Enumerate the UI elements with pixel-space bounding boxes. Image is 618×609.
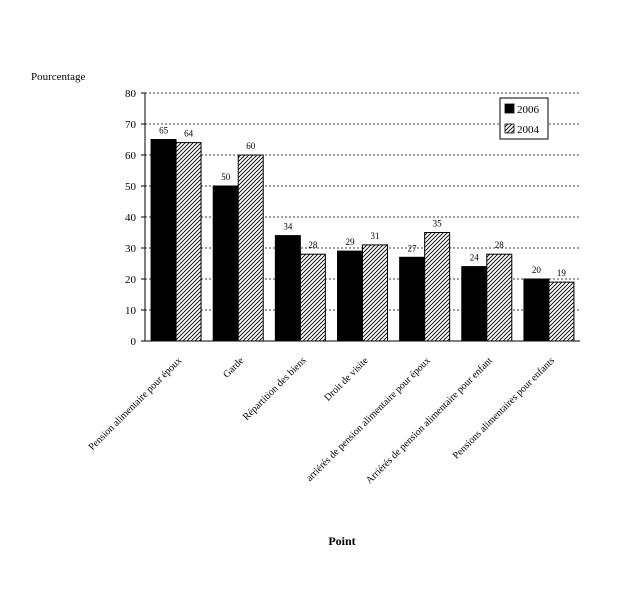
x-axis-label: Point xyxy=(328,534,355,548)
data-label-2004-3: 31 xyxy=(371,231,380,241)
category-label-1: Garde xyxy=(221,355,246,380)
y-axis-label: Pourcentage xyxy=(31,71,85,83)
bar-2006-5 xyxy=(461,266,488,342)
category-label-2: Répartition des biens xyxy=(241,355,309,423)
bar-2004-4 xyxy=(424,232,451,342)
category-label-6: Pensions alimentaires pour enfants xyxy=(451,355,557,461)
bar-2006-2 xyxy=(274,235,301,342)
axis-layer xyxy=(141,92,580,342)
data-label-2006-4: 27 xyxy=(408,243,418,253)
bar-2004-0 xyxy=(175,142,202,342)
y-tick-label: 0 xyxy=(131,336,137,348)
category-label-3: Droit de visite xyxy=(322,355,371,404)
data-label-2004-0: 64 xyxy=(184,129,194,139)
data-label-2006-0: 65 xyxy=(159,126,169,136)
y-tick-label: 70 xyxy=(125,119,137,131)
legend: 2006 2004 xyxy=(499,97,549,140)
data-label-2004-6: 19 xyxy=(557,268,567,278)
bar-2004-1 xyxy=(237,154,264,342)
category-label-4: arriérés de pension alimentaire pour épo… xyxy=(304,355,433,484)
category-label-0: Pension alimentaire pour époux xyxy=(87,355,185,453)
legend-label-2006: 2006 xyxy=(517,104,540,116)
bar-2006-0 xyxy=(150,139,177,342)
y-tick-label: 40 xyxy=(125,212,137,224)
y-tick-label: 20 xyxy=(125,274,137,286)
bar-layer xyxy=(150,139,575,342)
data-label-2004-2: 28 xyxy=(308,240,318,250)
bar-2004-2 xyxy=(299,253,326,342)
bar-2004-5 xyxy=(486,253,513,342)
data-label-2006-1: 50 xyxy=(221,172,231,182)
y-tick-label: 30 xyxy=(125,243,137,255)
data-label-2004-1: 60 xyxy=(246,141,256,151)
legend-swatch-2004 xyxy=(504,123,515,134)
legend-swatch-2006 xyxy=(504,103,515,114)
bar-2006-4 xyxy=(399,256,426,342)
bar-2004-6 xyxy=(548,281,575,342)
data-label-2004-4: 35 xyxy=(433,219,443,229)
bar-2006-1 xyxy=(212,185,239,342)
data-label-2006-5: 24 xyxy=(470,253,480,263)
data-label-2006-6: 20 xyxy=(532,265,542,275)
bar-2006-3 xyxy=(337,250,363,342)
bar-2004-3 xyxy=(362,244,388,342)
y-tick-label: 80 xyxy=(125,88,137,100)
y-tick-label: 50 xyxy=(125,181,137,193)
legend-label-2004: 2004 xyxy=(517,124,540,136)
bar-2006-6 xyxy=(523,278,550,342)
y-tick-label: 10 xyxy=(125,305,137,317)
data-label-2006-2: 34 xyxy=(283,222,293,232)
data-label-2004-5: 28 xyxy=(495,240,505,250)
y-tick-label: 60 xyxy=(125,150,137,162)
data-label-2006-3: 29 xyxy=(346,237,356,247)
category-label-5: Arriérés de pension alimentaire pour enf… xyxy=(364,355,495,486)
